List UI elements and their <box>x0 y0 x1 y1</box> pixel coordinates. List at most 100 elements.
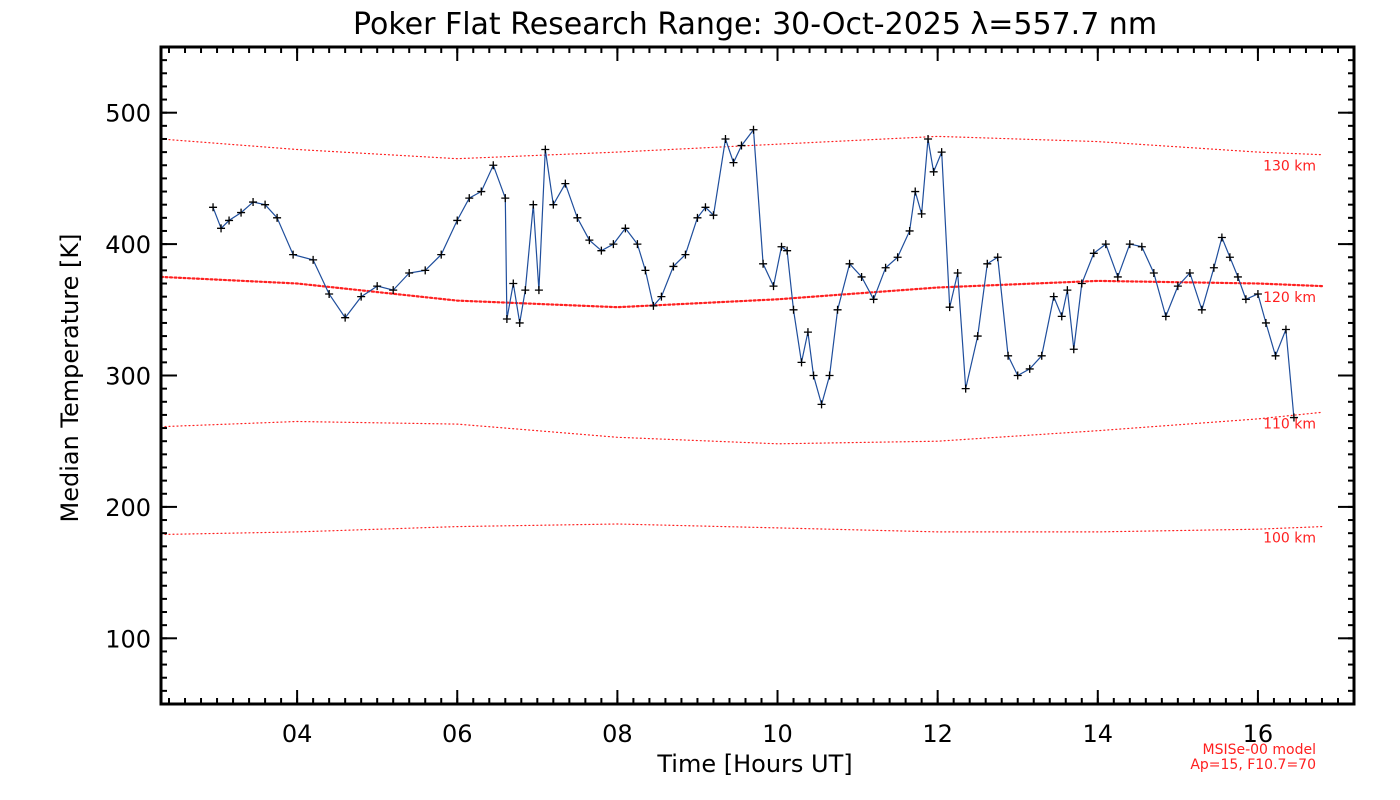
data-point-15 <box>421 266 430 275</box>
model-curve-label-3: 100 km <box>1263 531 1316 547</box>
data-point-26 <box>529 200 538 209</box>
data-point-11 <box>357 292 366 301</box>
data-point-60 <box>845 259 854 268</box>
data-point-72 <box>953 269 962 278</box>
data-point-61 <box>857 272 866 281</box>
model-curve-3 <box>160 523 1323 536</box>
data-point-2 <box>225 216 234 225</box>
data-point-91 <box>1149 269 1158 278</box>
data-point-103 <box>1271 351 1280 360</box>
data-point-37 <box>641 266 650 275</box>
chart-title: Poker Flat Research Range: 30-Oct-2025 λ… <box>353 7 1157 42</box>
data-point-57 <box>817 400 826 409</box>
x-tick-label-5: 14 <box>1083 720 1114 748</box>
data-point-95 <box>1197 305 1206 314</box>
data-point-9 <box>325 290 334 299</box>
data-point-38 <box>649 301 658 310</box>
model-curve-2 <box>160 411 1323 445</box>
data-point-97 <box>1217 233 1226 242</box>
data-point-81 <box>1049 292 1058 301</box>
data-point-65 <box>905 226 914 235</box>
data-point-46 <box>729 158 738 167</box>
data-point-5 <box>261 200 270 209</box>
data-point-21 <box>501 194 510 203</box>
data-point-64 <box>893 253 902 262</box>
data-point-10 <box>341 313 350 322</box>
data-point-102 <box>1261 318 1270 327</box>
data-point-89 <box>1125 240 1134 249</box>
data-point-12 <box>373 282 382 291</box>
data-point-36 <box>633 240 642 249</box>
data-point-80 <box>1037 351 1046 360</box>
data-point-23 <box>509 279 518 288</box>
data-point-1 <box>217 224 226 233</box>
data-point-58 <box>825 371 834 380</box>
y-tick-label-0: 100 <box>105 625 151 653</box>
data-point-16 <box>437 250 446 259</box>
data-point-70 <box>937 148 946 157</box>
data-point-92 <box>1161 312 1170 321</box>
model-note-line1: MSISe-00 model <box>1202 742 1316 758</box>
model-curve-0 <box>160 135 1323 160</box>
data-point-49 <box>759 259 768 268</box>
model-note-line2: Ap=15, F10.7=70 <box>1190 757 1316 773</box>
data-point-34 <box>609 240 618 249</box>
data-point-68 <box>924 134 933 143</box>
data-point-50 <box>769 282 778 291</box>
y-tick-label-3: 400 <box>105 231 151 259</box>
data-point-94 <box>1185 269 1194 278</box>
model-curve-1 <box>159 275 1324 309</box>
data-point-35 <box>621 224 630 233</box>
data-point-51 <box>777 242 786 251</box>
x-tick-label-2: 08 <box>602 720 633 748</box>
data-point-79 <box>1025 364 1034 373</box>
data-point-3 <box>237 208 246 217</box>
y-tick-label-4: 500 <box>105 100 151 128</box>
data-point-18 <box>465 194 474 203</box>
data-point-77 <box>1004 351 1013 360</box>
y-axis-label: Median Temperature [K] <box>56 233 84 522</box>
data-point-20 <box>489 161 498 170</box>
data-point-84 <box>1069 345 1078 354</box>
data-point-32 <box>585 236 594 245</box>
data-point-74 <box>973 332 982 341</box>
data-point-86 <box>1089 249 1098 258</box>
data-point-41 <box>681 250 690 259</box>
x-tick-label-4: 12 <box>922 720 953 748</box>
data-point-54 <box>797 358 806 367</box>
model-curve-label-0: 130 km <box>1263 159 1316 175</box>
data-point-25 <box>521 286 530 295</box>
data-point-6 <box>273 213 282 222</box>
model-curve-label-2: 110 km <box>1263 416 1316 432</box>
data-point-48 <box>749 125 758 134</box>
data-point-0 <box>209 203 218 212</box>
data-point-22 <box>502 314 511 323</box>
data-point-82 <box>1057 312 1066 321</box>
series-line-0 <box>212 128 1295 418</box>
data-point-39 <box>657 292 666 301</box>
data-point-69 <box>929 167 938 176</box>
data-point-63 <box>881 263 890 272</box>
data-point-66 <box>911 187 920 196</box>
data-point-33 <box>597 246 606 255</box>
data-point-7 <box>289 250 298 259</box>
data-point-75 <box>983 259 992 268</box>
data-point-42 <box>693 213 702 222</box>
y-tick-label-1: 200 <box>105 494 151 522</box>
data-point-87 <box>1101 240 1110 249</box>
data-point-44 <box>709 211 718 220</box>
data-point-104 <box>1281 325 1290 334</box>
x-tick-label-3: 10 <box>762 720 793 748</box>
data-point-88 <box>1113 272 1122 281</box>
data-point-99 <box>1233 272 1242 281</box>
data-point-90 <box>1137 242 1146 251</box>
data-point-93 <box>1173 282 1182 291</box>
data-point-29 <box>549 200 558 209</box>
data-point-47 <box>737 141 746 150</box>
data-point-62 <box>869 295 878 304</box>
data-point-19 <box>477 187 486 196</box>
data-point-43 <box>701 203 710 212</box>
data-point-27 <box>534 286 543 295</box>
data-point-28 <box>541 145 550 154</box>
